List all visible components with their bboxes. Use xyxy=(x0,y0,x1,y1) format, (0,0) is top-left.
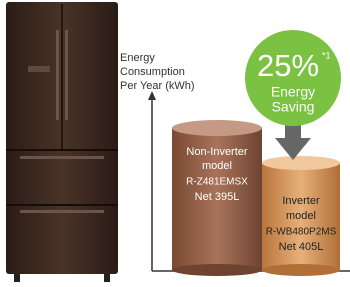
badge-text: Energy xyxy=(271,84,315,100)
saving-badge: 25% *1 Energy Saving xyxy=(245,30,341,126)
axis-label-line: Consumption xyxy=(120,66,185,78)
cylinder-text: model xyxy=(202,160,232,172)
axis-label-line: Energy xyxy=(120,52,155,64)
axis-label: Energy Consumption Per Year (kWh) xyxy=(120,52,195,92)
cylinder-text: R-Z481EMSX xyxy=(186,177,248,188)
cylinder-non-inverter: Non-Inverter model R-Z481EMSX Net 395L xyxy=(172,120,262,276)
fridge xyxy=(6,2,118,282)
cylinder-text: Net 405L xyxy=(279,241,324,253)
badge-value: 25% xyxy=(257,48,319,83)
cylinder-text: Inverter xyxy=(282,195,320,207)
cylinder-inverter: Inverter model R-WB480P2MS Net 405L xyxy=(262,156,340,276)
cylinder-text: Net 395L xyxy=(195,191,240,203)
cylinder-text: R-WB480P2MS xyxy=(266,227,337,238)
cylinder-text: Non-Inverter xyxy=(186,146,247,158)
infographic: Energy Consumption Per Year (kWh) Non-In… xyxy=(0,0,350,287)
axis-label-line: Per Year (kWh) xyxy=(120,80,195,92)
cylinder-text: model xyxy=(286,210,316,222)
badge-text: Saving xyxy=(272,99,315,115)
badge-footnote: *1 xyxy=(322,50,331,60)
